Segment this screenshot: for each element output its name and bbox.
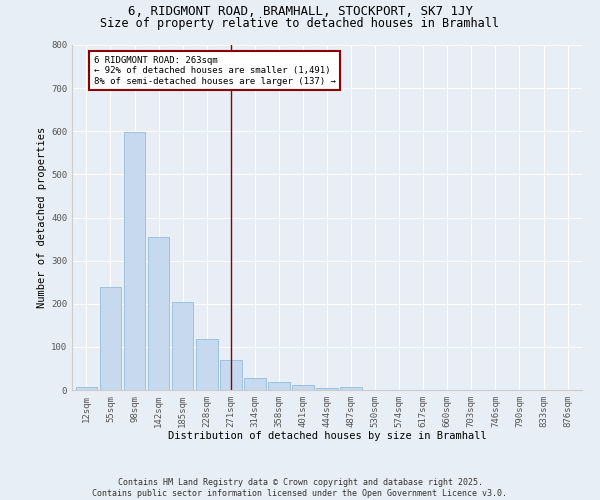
Bar [268, 382, 290, 390]
Text: Size of property relative to detached houses in Bramhall: Size of property relative to detached ho… [101, 18, 499, 30]
Text: 6 RIDGMONT ROAD: 263sqm
← 92% of detached houses are smaller (1,491)
8% of semi-: 6 RIDGMONT ROAD: 263sqm ← 92% of detache… [94, 56, 335, 86]
X-axis label: Distribution of detached houses by size in Bramhall: Distribution of detached houses by size … [167, 432, 487, 442]
Bar [196, 339, 218, 390]
Text: Contains HM Land Registry data © Crown copyright and database right 2025.
Contai: Contains HM Land Registry data © Crown c… [92, 478, 508, 498]
Text: 6, RIDGMONT ROAD, BRAMHALL, STOCKPORT, SK7 1JY: 6, RIDGMONT ROAD, BRAMHALL, STOCKPORT, S… [128, 5, 473, 18]
Bar [244, 378, 266, 390]
Bar [220, 360, 242, 390]
Bar [172, 302, 193, 390]
Bar [316, 388, 338, 390]
Bar [292, 385, 314, 390]
Bar [76, 386, 97, 390]
Bar [340, 388, 362, 390]
Bar [124, 132, 145, 390]
Bar [148, 237, 169, 390]
Bar [100, 288, 121, 390]
Y-axis label: Number of detached properties: Number of detached properties [37, 127, 47, 308]
